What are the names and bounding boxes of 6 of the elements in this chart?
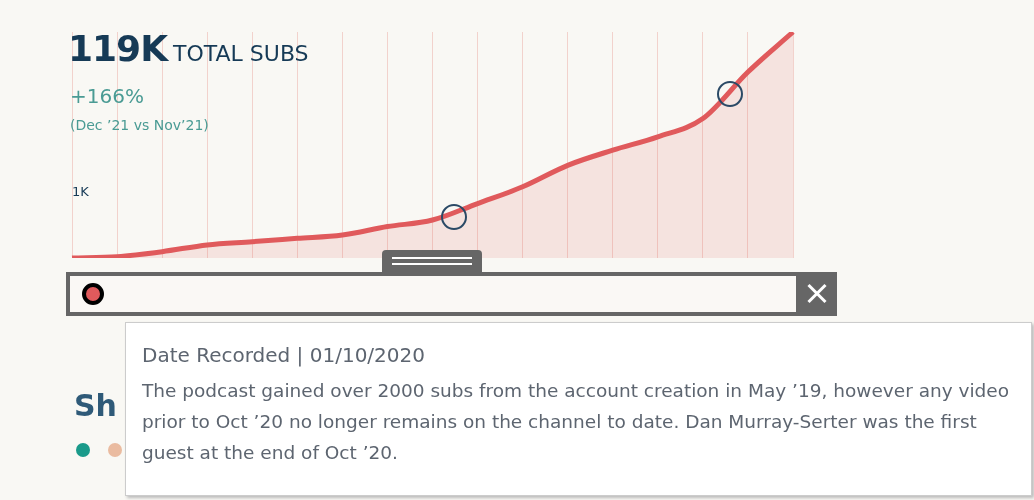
annotation: (Dec ’21 vs Nov’21) bbox=[70, 117, 209, 133]
annotation: 1K bbox=[72, 184, 89, 199]
chart-title: 119K TOTAL SUBS bbox=[68, 28, 309, 69]
tooltip-box: Date Recorded | 01/10/2020 The podcast gained over 2000 subs from the account creation in May ’19, however any video prior to Oct ’20 no longer remains on the channel to date. Dan Murray-Serter was the first guest at the end of Oct ’20. bbox=[125, 322, 1032, 496]
text: Sh bbox=[74, 388, 117, 423]
text: +166% bbox=[70, 84, 144, 108]
